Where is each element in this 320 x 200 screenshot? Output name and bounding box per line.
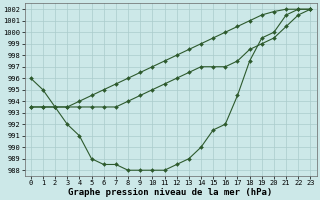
X-axis label: Graphe pression niveau de la mer (hPa): Graphe pression niveau de la mer (hPa) bbox=[68, 188, 273, 197]
